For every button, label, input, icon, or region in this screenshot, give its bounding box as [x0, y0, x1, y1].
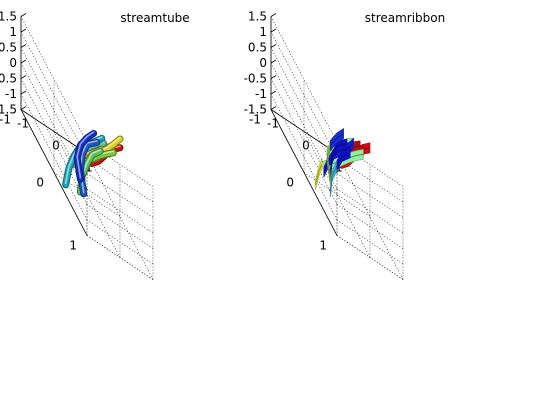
z-tick-mark	[20, 44, 27, 48]
y-axis-line	[270, 109, 338, 236]
grid-line	[336, 157, 404, 203]
z-tick-mark	[270, 90, 277, 95]
z-tick-label: 1.5	[0, 10, 17, 24]
z-tick-label: 0	[9, 56, 17, 70]
z-tick-mark	[270, 75, 277, 79]
grid-line	[86, 219, 154, 265]
x-tick-label: 0	[52, 139, 60, 153]
streamribbon-title: streamribbon	[365, 11, 446, 25]
y-axis-line	[20, 109, 88, 236]
streamtube	[73, 130, 98, 183]
streamtube-tick-labels: -1.5-1-0.500.511.5-101-101	[0, 10, 93, 253]
z-tick-label: 0.5	[248, 41, 267, 55]
z-tick-mark	[270, 106, 277, 110]
z-tick-label: -0.5	[0, 72, 17, 86]
y-tick-label: 0	[286, 176, 294, 190]
z-tick-label: -1	[255, 87, 267, 101]
grid-line	[336, 204, 404, 249]
z-tick-label: -1	[5, 87, 17, 101]
y-tick-label: -1	[249, 113, 261, 127]
z-tick-label: -1.5	[0, 103, 17, 117]
z-tick-label: 0.5	[0, 41, 17, 55]
grid-line	[86, 235, 154, 280]
z-tick-mark	[270, 13, 277, 17]
z-tick-label: 1	[9, 25, 17, 39]
y-tick-label: 0	[36, 176, 44, 190]
streamtube-title: streamtube	[120, 11, 189, 25]
streamribbon	[314, 158, 323, 190]
ribbon-twist	[314, 163, 323, 185]
ribbon-twist	[326, 145, 331, 180]
tube-highlight	[99, 136, 121, 152]
streamtube-grid	[20, 13, 154, 280]
grid-line	[336, 188, 404, 234]
ribbon-twist	[329, 133, 344, 146]
streamribbon	[329, 127, 344, 152]
tube-highlight	[76, 131, 95, 179]
streamribbon	[329, 138, 348, 180]
grid-line	[336, 173, 404, 218]
y-tick-label: -1	[0, 113, 11, 127]
grid-line	[86, 142, 154, 187]
grid-line	[336, 219, 404, 265]
x-tick-label: 0	[302, 139, 310, 153]
z-tick-mark	[20, 106, 27, 110]
streamribbon-grid	[270, 13, 404, 280]
streamtube-series	[62, 130, 124, 198]
streamribbon	[336, 147, 351, 171]
z-tick-label: -0.5	[244, 72, 267, 86]
x-tick-label: -1	[17, 117, 29, 131]
grid-line	[336, 235, 404, 280]
x-axis-line	[270, 109, 338, 154]
z-tick-label: 1.5	[248, 10, 267, 24]
grid-line	[336, 142, 404, 187]
z-tick-mark	[20, 28, 27, 33]
z-tick-label: 1	[259, 25, 267, 39]
streamtube-axes: streamtube -1.5-1-0.500.511.5-101-101	[0, 10, 190, 280]
streamribbon-series	[314, 127, 371, 198]
ribbon-band	[330, 127, 344, 152]
z-tick-mark	[270, 28, 277, 33]
ribbon-twist	[329, 165, 338, 193]
y-tick-label: 1	[69, 239, 77, 253]
z-tick-mark	[270, 44, 277, 48]
y-tick-label: 1	[319, 239, 327, 253]
grid-line	[303, 172, 371, 217]
grid-line	[86, 157, 154, 203]
z-tick-mark	[270, 59, 277, 64]
z-tick-mark	[20, 59, 27, 64]
z-tick-mark	[20, 13, 27, 17]
ribbon-twist	[336, 152, 351, 166]
z-tick-label: -1.5	[244, 103, 267, 117]
streamribbon-axes: streamribbon -1.5-1-0.500.511.5-101-101	[244, 10, 446, 280]
x-axis-line	[20, 109, 88, 154]
grid-line	[86, 188, 154, 234]
grid-line	[86, 204, 154, 249]
x-tick-label: -1	[267, 117, 279, 131]
ribbon-band	[336, 147, 351, 171]
z-tick-mark	[20, 90, 27, 95]
z-tick-mark	[20, 75, 27, 79]
z-tick-label: 0	[259, 56, 267, 70]
ribbon-twist	[329, 143, 348, 175]
grid-line	[86, 173, 154, 218]
